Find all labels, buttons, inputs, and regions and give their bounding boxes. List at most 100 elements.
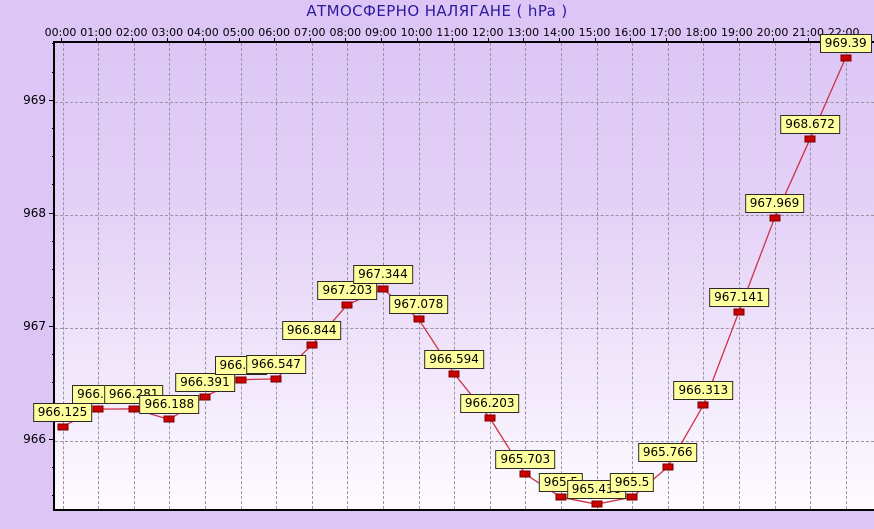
gridline-vertical	[632, 43, 634, 509]
x-axis-tick-mark	[380, 38, 382, 42]
x-axis-tick-mark	[345, 38, 347, 42]
gridline-vertical	[133, 43, 135, 509]
x-axis-tick-label: 10:00	[400, 26, 433, 39]
x-axis-tick-label: 20:00	[756, 26, 789, 39]
data-marker[interactable]	[804, 135, 816, 143]
data-marker[interactable]	[733, 308, 745, 316]
data-marker[interactable]	[626, 493, 638, 501]
x-axis-tick-mark	[665, 38, 667, 42]
x-axis-tick-label: 17:00	[649, 26, 682, 39]
data-point-label: 968.672	[780, 114, 840, 134]
data-point-label: 966.844	[281, 321, 342, 341]
data-marker[interactable]	[591, 500, 602, 508]
data-marker[interactable]	[306, 341, 318, 349]
x-axis-tick-label: 09:00	[365, 26, 397, 39]
x-axis-tick-label: 04:00	[187, 26, 219, 39]
data-marker[interactable]	[484, 414, 496, 422]
x-axis-tick-mark	[523, 38, 525, 42]
gridline-vertical	[774, 43, 776, 509]
data-marker[interactable]	[163, 415, 175, 423]
data-marker[interactable]	[448, 370, 460, 378]
x-axis-tick-mark	[558, 38, 560, 42]
gridline-vertical	[596, 43, 598, 509]
x-axis-tick-label: 08:00	[329, 26, 362, 39]
data-marker[interactable]	[341, 301, 353, 309]
data-marker[interactable]	[92, 405, 104, 413]
x-axis-tick-mark	[808, 38, 810, 42]
data-marker[interactable]	[128, 405, 140, 413]
y-axis-tick-mark	[49, 212, 54, 214]
gridline-vertical	[738, 43, 740, 509]
x-axis-tick-label: 06:00	[258, 26, 290, 39]
data-point-label: 966.391	[175, 372, 235, 392]
data-marker[interactable]	[519, 470, 531, 478]
y-axis-tick-label: 967	[23, 318, 46, 333]
data-point-label: 967.078	[388, 294, 449, 314]
gridline-vertical	[525, 43, 527, 509]
data-marker[interactable]	[270, 375, 282, 383]
gridline-vertical	[454, 43, 456, 509]
gridline-vertical	[489, 43, 491, 509]
data-point-label: 966.188	[139, 395, 200, 415]
gridline-vertical	[418, 43, 420, 509]
gridline-vertical	[62, 43, 64, 509]
x-axis-tick-label: 02:00	[115, 26, 148, 39]
x-axis-tick-mark	[202, 38, 204, 42]
gridline-horizontal	[55, 101, 874, 103]
data-point-label: 967.969	[744, 194, 805, 214]
y-axis-tick-mark	[49, 99, 54, 101]
gridline-vertical	[204, 43, 206, 509]
x-axis-tick-mark	[772, 38, 774, 42]
data-point-label: 966.125	[32, 402, 93, 422]
data-point-label: 969.39	[819, 33, 872, 53]
x-axis-tick-mark	[736, 38, 738, 42]
data-marker[interactable]	[235, 376, 246, 384]
x-axis-tick-mark	[452, 38, 454, 42]
y-axis-tick-mark	[49, 438, 54, 440]
x-axis-tick-label: 12:00	[471, 26, 504, 39]
series-line	[62, 57, 847, 505]
gridline-vertical	[560, 43, 562, 509]
x-axis-tick-mark	[309, 38, 311, 42]
x-axis-tick-label: 07:00	[293, 26, 326, 39]
x-axis-tick-mark	[60, 38, 62, 42]
data-point-label: 967.141	[709, 287, 769, 307]
data-marker[interactable]	[769, 214, 780, 222]
x-axis-tick-label: 15:00	[578, 26, 611, 39]
chart-title: АТМОСФЕРНО НАЛЯГАНЕ ( hPa )	[306, 2, 568, 20]
data-marker[interactable]	[377, 285, 389, 293]
x-axis-tick-mark	[701, 38, 703, 42]
x-axis-tick-mark	[167, 38, 169, 42]
gridline-vertical	[169, 43, 171, 509]
x-axis-tick-mark	[238, 38, 240, 42]
data-marker[interactable]	[662, 463, 674, 471]
data-point-label: 966.547	[246, 354, 306, 374]
data-point-label: 967.203	[317, 280, 378, 300]
x-axis-tick-label: 18:00	[685, 26, 718, 39]
x-axis-tick-label: 11:00	[436, 26, 468, 39]
plot-area: 966.125 966.28 966.281 966.188 966.391 966.54…	[32, 33, 874, 511]
x-axis-tick-mark	[274, 38, 276, 42]
data-point-label: 967.344	[353, 264, 413, 284]
data-marker[interactable]	[57, 423, 68, 431]
x-axis-tick-mark	[131, 38, 133, 42]
x-axis-tick-label: 05:00	[222, 26, 255, 39]
gridline-vertical	[276, 43, 278, 509]
data-marker[interactable]	[413, 315, 424, 323]
x-axis-tick-mark	[630, 38, 632, 42]
data-marker[interactable]	[697, 401, 709, 409]
gridline-vertical	[311, 43, 313, 509]
x-axis-tick-label: 00:00	[44, 26, 77, 39]
data-marker[interactable]	[199, 393, 211, 401]
x-axis-tick-label: 19:00	[721, 26, 753, 39]
x-axis-tick-mark	[487, 38, 489, 42]
gridline-horizontal	[55, 214, 874, 216]
x-axis-tick-label: 16:00	[614, 26, 646, 39]
y-axis-tick-label: 966	[23, 431, 46, 446]
data-marker[interactable]	[555, 493, 567, 501]
data-point-label: 966.594	[424, 349, 484, 369]
data-marker[interactable]	[840, 54, 852, 62]
data-point-label: 965.703	[495, 450, 556, 470]
data-point-label: 966.203	[459, 393, 520, 413]
